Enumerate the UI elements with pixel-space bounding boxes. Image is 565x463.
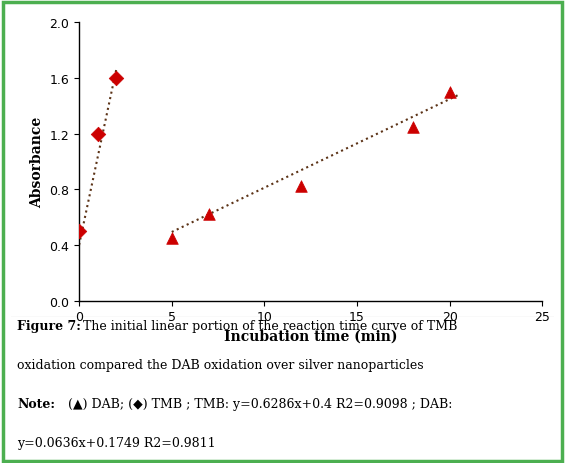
Point <box>167 235 176 242</box>
Text: Note:: Note: <box>17 397 55 410</box>
Text: y=0.0636x+0.1749 R2=0.9811: y=0.0636x+0.1749 R2=0.9811 <box>17 436 216 449</box>
Point <box>93 131 102 138</box>
Point <box>112 75 121 82</box>
Text: Figure 7:: Figure 7: <box>17 319 81 332</box>
Point <box>445 89 454 96</box>
Point <box>205 211 214 219</box>
Point <box>297 183 306 191</box>
Text: (▲) DAB; (◆) TMB ; TMB: y=0.6286x+0.4 R2=0.9098 ; DAB:: (▲) DAB; (◆) TMB ; TMB: y=0.6286x+0.4 R2… <box>64 397 453 410</box>
Text: The initial linear portion of the reaction time curve of TMB: The initial linear portion of the reacti… <box>79 319 457 332</box>
X-axis label: Incubation time (min): Incubation time (min) <box>224 329 398 343</box>
Point <box>75 228 84 235</box>
Y-axis label: Absorbance: Absorbance <box>30 117 44 207</box>
Text: oxidation compared the DAB oxidation over silver nanoparticles: oxidation compared the DAB oxidation ove… <box>17 358 424 371</box>
Point <box>408 124 417 131</box>
